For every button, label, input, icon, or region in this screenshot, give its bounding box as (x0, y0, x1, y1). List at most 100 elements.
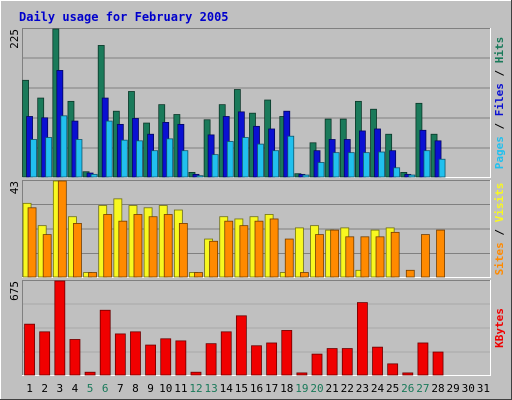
bar-middle-sites-day-12 (194, 272, 203, 278)
bar-bottom-kbytes-day-1 (24, 323, 35, 376)
legend-pages: Pages (493, 136, 506, 169)
x-tick-day-2: 2 (41, 382, 48, 395)
x-tick-day-30: 30 (462, 382, 475, 395)
x-tick-day-10: 10 (159, 382, 172, 395)
series-legend-middle: Sites / Visits (493, 183, 506, 276)
bar-middle-sites-day-15 (239, 225, 249, 278)
x-tick-day-1: 1 (26, 382, 33, 395)
x-tick-day-15: 15 (235, 382, 248, 395)
bar-middle-sites-day-13 (209, 240, 219, 278)
series-legend-bottom: KBytes (493, 308, 506, 348)
bar-top-pages-day-21 (332, 152, 340, 178)
bar-top-pages-day-14 (226, 141, 234, 178)
x-tick-day-23: 23 (356, 382, 369, 395)
bar-bottom-kbytes-day-26 (402, 372, 414, 376)
bar-bottom-kbytes-day-3 (54, 280, 66, 376)
bar-bottom-kbytes-day-7 (114, 333, 126, 376)
y-max-label-middle: 43 (8, 181, 21, 194)
bar-bottom-kbytes-day-17 (266, 342, 278, 376)
bar-middle-sites-day-5 (88, 272, 97, 278)
x-tick-day-18: 18 (280, 382, 293, 395)
bar-top-pages-day-26 (408, 174, 416, 178)
bar-middle-sites-day-21 (330, 229, 340, 278)
bar-bottom-kbytes-day-9 (145, 344, 156, 376)
x-tick-day-19: 19 (295, 382, 308, 395)
legend-files: Files (493, 83, 506, 116)
x-tick-day-6: 6 (102, 382, 109, 395)
x-tick-day-21: 21 (326, 382, 339, 395)
x-tick-day-13: 13 (204, 382, 217, 395)
x-tick-day-25: 25 (386, 382, 399, 395)
bar-bottom-kbytes-day-25 (387, 363, 399, 376)
bar-bottom-kbytes-day-11 (175, 340, 187, 376)
bar-middle-sites-day-20 (315, 234, 324, 278)
x-tick-day-27: 27 (416, 382, 429, 395)
bar-top-pages-day-4 (75, 139, 83, 178)
bar-bottom-kbytes-day-2 (39, 331, 51, 376)
bar-top-pages-day-8 (136, 140, 143, 178)
x-tick-day-26: 26 (401, 382, 414, 395)
bar-middle-sites-day-10 (163, 214, 173, 278)
bar-bottom-kbytes-day-20 (311, 353, 323, 376)
bar-top-pages-day-3 (60, 115, 68, 178)
bar-middle-sites-day-27 (421, 234, 430, 278)
bar-top-pages-day-27 (423, 150, 431, 178)
bar-bottom-kbytes-day-24 (372, 346, 383, 376)
x-tick-day-31: 31 (477, 382, 490, 395)
series-legend-top: Pages / Files / Hits (493, 37, 506, 170)
bar-middle-sites-day-23 (360, 236, 370, 278)
bar-top-pages-day-22 (347, 152, 355, 178)
bar-middle-visits-day-19 (294, 227, 304, 278)
bar-bottom-kbytes-day-19 (296, 372, 308, 376)
bar-middle-sites-day-9 (148, 216, 158, 278)
x-tick-day-11: 11 (174, 382, 187, 395)
bar-middle-sites-day-16 (254, 220, 264, 278)
bar-bottom-kbytes-day-22 (341, 348, 353, 376)
bar-top-pages-day-9 (151, 150, 158, 178)
bar-middle-sites-day-24 (375, 236, 385, 278)
bar-middle-sites-day-14 (224, 220, 234, 278)
bar-bottom-kbytes-day-8 (130, 331, 141, 376)
bar-bottom-kbytes-day-23 (357, 302, 368, 376)
bar-top-pages-day-17 (272, 150, 280, 178)
bar-middle-sites-day-3 (57, 180, 67, 278)
bar-middle-sites-day-28 (436, 229, 445, 278)
bar-top-files-day-25 (389, 150, 397, 178)
bar-bottom-kbytes-day-6 (99, 309, 111, 376)
x-tick-day-4: 4 (72, 382, 79, 395)
y-max-label-top: 225 (8, 29, 21, 49)
bar-bottom-kbytes-day-15 (235, 315, 247, 376)
x-tick-day-9: 9 (147, 382, 154, 395)
bar-bottom-kbytes-day-5 (84, 371, 96, 376)
legend-separator: / (493, 222, 506, 242)
bar-bottom-kbytes-day-16 (251, 345, 262, 376)
bar-top-pages-day-7 (120, 139, 128, 178)
bar-bottom-kbytes-day-21 (326, 348, 338, 376)
bar-middle-sites-day-18 (284, 238, 294, 278)
bar-bottom-kbytes-day-13 (205, 343, 217, 376)
bar-top-pages-day-28 (438, 158, 446, 178)
x-tick-day-16: 16 (250, 382, 263, 395)
legend-sites: Sites (493, 242, 506, 275)
bar-bottom-kbytes-day-12 (190, 371, 202, 376)
bar-bottom-kbytes-day-10 (160, 338, 172, 376)
bar-top-pages-day-19 (302, 174, 310, 178)
x-tick-day-8: 8 (132, 382, 139, 395)
bar-top-pages-day-10 (166, 138, 174, 178)
bar-top-pages-day-12 (196, 175, 204, 178)
legend-hits: Hits (493, 37, 506, 64)
bar-top-pages-day-13 (211, 154, 219, 178)
bar-middle-sites-day-8 (133, 214, 143, 278)
legend-visits: Visits (493, 183, 506, 223)
bar-bottom-kbytes-day-28 (432, 351, 444, 376)
bar-top-pages-day-1 (30, 139, 37, 178)
x-tick-day-12: 12 (189, 382, 202, 395)
bar-middle-sites-day-4 (73, 223, 82, 278)
bar-middle-sites-day-11 (178, 223, 188, 278)
chart-title: Daily usage for February 2005 (19, 10, 229, 24)
bar-middle-sites-day-17 (269, 218, 279, 278)
x-tick-day-24: 24 (371, 382, 385, 395)
x-tick-day-17: 17 (265, 382, 278, 395)
x-tick-day-28: 28 (431, 382, 444, 395)
x-tick-day-22: 22 (341, 382, 354, 395)
